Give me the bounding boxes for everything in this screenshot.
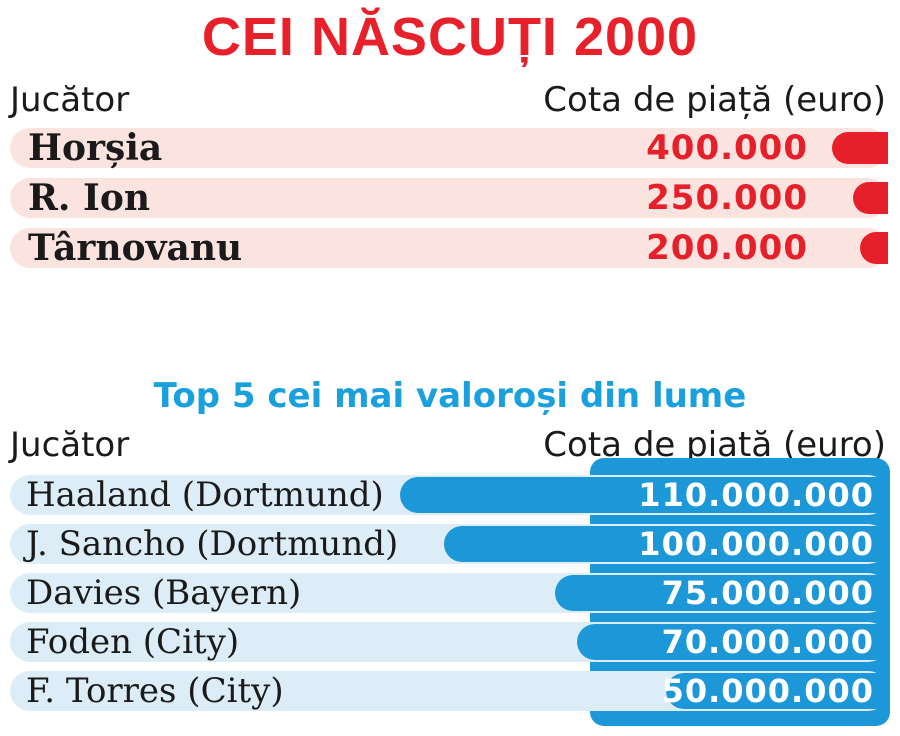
chart-title: CEI NĂSCUȚI 2000 [201, 7, 699, 67]
bar [577, 624, 888, 660]
player-column-header: Jucător [10, 80, 130, 120]
bar-row: F. Torres (City) 50.000.000 [10, 671, 888, 711]
bar-row: Davies (Bayern) 75.000.000 [10, 573, 888, 613]
player-name: F. Torres (City) [26, 671, 284, 711]
player-name: Foden (City) [26, 622, 240, 662]
value-label: 200.000 [646, 228, 808, 268]
bar-row: Târnovanu 200.000 [10, 228, 888, 268]
value-label: 110.000.000 [638, 476, 874, 514]
player-name: Davies (Bayern) [26, 573, 302, 613]
value-label: 70.000.000 [661, 623, 874, 661]
player-name: R. Ion [28, 177, 151, 219]
bar-row: R. Ion 250.000 [10, 178, 888, 218]
player-name: J. Sancho (Dortmund) [26, 524, 399, 564]
bar-row: Foden (City) 70.000.000 [10, 622, 888, 662]
bar [832, 132, 888, 164]
bar [555, 575, 888, 611]
bar-row: Horșia 400.000 [10, 128, 888, 168]
player-name: Târnovanu [28, 227, 243, 269]
player-name: Haaland (Dortmund) [26, 475, 384, 515]
value-column-header: Cota de piață (euro) [543, 80, 886, 120]
bar-row: J. Sancho (Dortmund) 100.000.000 [10, 524, 888, 564]
value-label: 100.000.000 [638, 525, 874, 563]
player-name: Horșia [28, 127, 163, 169]
bar [444, 526, 888, 562]
bar [860, 232, 888, 264]
value-label: 250.000 [646, 178, 808, 218]
bar [853, 182, 888, 214]
bar [400, 477, 888, 513]
bar [666, 673, 888, 709]
player-column-header: Jucător [10, 425, 130, 465]
bar-row: Haaland (Dortmund) 110.000.000 [10, 475, 888, 515]
value-label: 400.000 [646, 128, 808, 168]
column-header-row: Jucător Cota de piață (euro) [10, 80, 890, 120]
value-label: 75.000.000 [661, 574, 874, 612]
value-label: 50.000.000 [661, 672, 874, 710]
chart-subtitle: Top 5 cei mai valoroși din lume [153, 376, 747, 416]
